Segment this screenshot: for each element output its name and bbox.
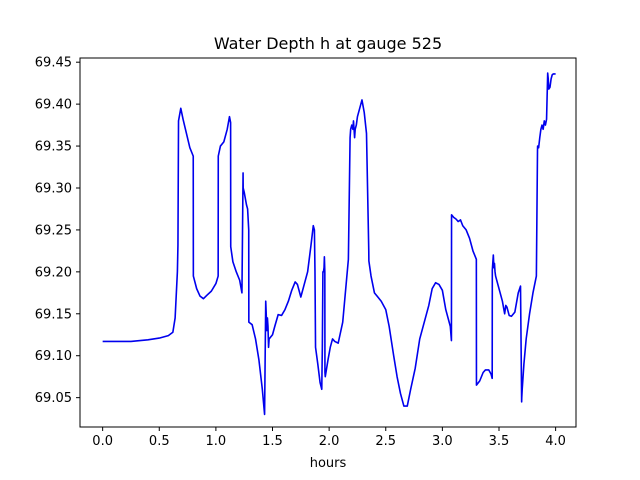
x-tick-label: 1.5 — [262, 434, 283, 449]
y-axis-ticks: 69.05 69.10 69.15 69.20 69.25 69.30 69.35 69.40… — [35, 56, 80, 406]
x-tick-label: 0.0 — [92, 434, 113, 449]
y-tick-label: 69.35 — [35, 140, 72, 155]
x-axis-ticks: 0.0 0.5 1.0 1.5 2.0 2.5 3.0 3.5 4.0 — [92, 427, 566, 449]
x-tick-label: 3.5 — [489, 434, 510, 449]
x-tick-label: 1.0 — [206, 434, 227, 449]
y-tick-label: 69.45 — [35, 56, 72, 71]
x-axis-label: hours — [310, 456, 347, 471]
x-tick-label: 0.5 — [149, 434, 170, 449]
y-tick-label: 69.05 — [35, 391, 72, 406]
y-tick-label: 69.10 — [35, 349, 72, 364]
x-tick-label: 2.5 — [375, 434, 396, 449]
plot-frame — [79, 57, 577, 428]
y-tick-label: 69.20 — [35, 265, 72, 280]
y-tick-label: 69.30 — [35, 181, 72, 196]
plot-area — [79, 57, 577, 428]
y-tick-label: 69.40 — [35, 98, 72, 113]
x-tick-label: 2.0 — [319, 434, 340, 449]
x-tick-label: 4.0 — [545, 434, 566, 449]
y-tick-label: 69.25 — [35, 223, 72, 238]
x-tick-label: 3.0 — [432, 434, 453, 449]
series-line-0 — [102, 72, 556, 416]
y-tick-label: 69.15 — [35, 307, 72, 322]
chart-title: Water Depth h at gauge 525 — [214, 34, 442, 53]
